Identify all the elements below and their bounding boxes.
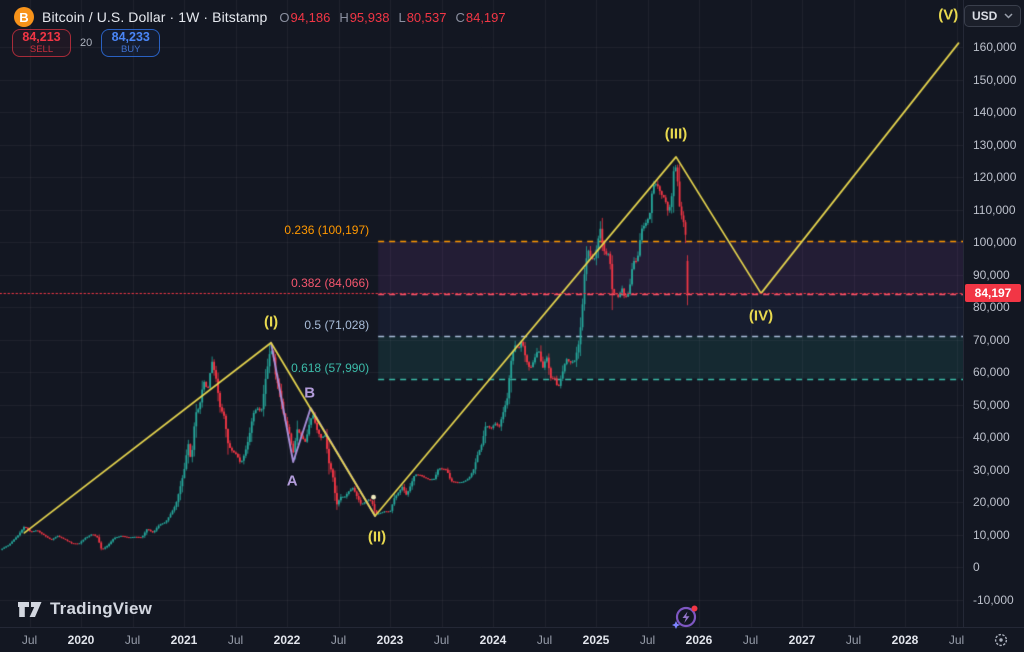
fib-level-label-0.5[interactable]: 0.5 (71,028) — [304, 318, 370, 333]
time-tick-2020.5: Jul — [124, 633, 141, 647]
price-tick-120000: 120,000 — [973, 170, 1017, 184]
price-tick-30000: 30,000 — [973, 462, 1010, 477]
time-tick-2024.5: Jul — [536, 633, 553, 647]
time-tick-2028.5: Jul — [948, 633, 965, 647]
trade-buttons: 84,213 SELL 20 84,233 BUY — [12, 29, 161, 57]
time-tick-2026.5: Jul — [742, 633, 759, 647]
open-key: O — [279, 9, 290, 25]
high-value: 95,938 — [349, 9, 390, 25]
price-chart-canvas[interactable] — [0, 0, 963, 627]
close-value: 84,197 — [465, 9, 506, 25]
price-scale[interactable]: USD 160,000 150,000 140,000 130,000 120,000 1… — [963, 0, 1024, 627]
sell-button[interactable]: 84,213 SELL — [12, 29, 71, 57]
price-tick-40000: 40,000 — [973, 430, 1010, 444]
price-tick-20000: 20,000 — [973, 495, 1010, 509]
time-tick-2023: 2023 — [376, 633, 404, 647]
symbol-title[interactable]: Bitcoin / U.S. Dollar · 1W · Bitstamp — [42, 9, 268, 25]
time-tick-2022.5: Jul — [330, 633, 347, 647]
time-tick-2026: 2026 — [685, 633, 713, 647]
fib-level-label-0.618[interactable]: 0.618 (57,990) — [291, 360, 370, 375]
wave-label-iii[interactable]: (III) — [664, 125, 688, 143]
sell-label: SELL — [29, 43, 54, 55]
time-tick-2028: 2028 — [891, 633, 919, 647]
chevron-down-icon — [1004, 13, 1013, 19]
spread-value: 20 — [80, 37, 93, 49]
tradingview-logo[interactable]: TradingView — [18, 599, 152, 619]
tradingview-logo-text: TradingView — [50, 599, 153, 618]
price-tick-80000: 80,000 — [973, 300, 1010, 314]
time-tick-2024: 2024 — [479, 633, 507, 647]
buy-label: BUY — [120, 43, 141, 55]
fib-level-label-0.382[interactable]: 0.382 (84,066) — [291, 275, 370, 290]
fib-level-label-0.236[interactable]: 0.236 (100,197) — [284, 223, 370, 238]
high-key: H — [339, 9, 349, 25]
price-tick-50000: 50,000 — [973, 397, 1010, 412]
time-tick-2022: 2022 — [273, 633, 301, 647]
open-value: 94,186 — [290, 9, 331, 25]
price-tick-150000: 150,000 — [973, 72, 1017, 87]
buy-button[interactable]: 84,233 BUY — [101, 29, 161, 57]
price-tick-70000: 70,000 — [973, 332, 1010, 347]
price-tick-90000: 90,000 — [973, 267, 1010, 282]
time-tick-2027.5: Jul — [845, 633, 862, 647]
close-key: C — [455, 9, 465, 25]
time-tick-2023.5: Jul — [433, 633, 450, 647]
wave-label-ii[interactable]: (II) — [367, 528, 387, 546]
time-tick-2021.5: Jul — [227, 633, 244, 647]
price-tick--10000: -10,000 — [973, 592, 1014, 607]
price-tick-10000: 10,000 — [973, 527, 1010, 542]
currency-selector[interactable]: USD — [964, 5, 1021, 27]
correction-label-a[interactable]: A — [286, 472, 298, 490]
scale-settings-gear-icon[interactable] — [993, 632, 1009, 652]
low-key: L — [398, 9, 406, 25]
price-tick-130000: 130,000 — [973, 137, 1017, 152]
current-price-tag: 84,197 — [965, 284, 1021, 303]
price-tick-0: 0 — [973, 560, 980, 574]
time-tick-2019.5: Jul — [21, 633, 38, 647]
bitcoin-icon: B — [14, 7, 34, 27]
time-tick-2021: 2021 — [170, 633, 198, 647]
buy-price: 84,233 — [111, 30, 150, 45]
chart-drawings-overlay: (I) (II) (III) (IV) (V) A B 0.236 (100,197) 0.38… — [263, 6, 959, 546]
price-tick-100000: 100,000 — [973, 235, 1017, 249]
price-tick-60000: 60,000 — [973, 365, 1010, 379]
time-tick-2025.5: Jul — [639, 633, 656, 647]
currency-label: USD — [972, 9, 998, 23]
symbol-header: B Bitcoin / U.S. Dollar · 1W · Bitstamp … — [14, 7, 506, 27]
ai-assistant-icon[interactable] — [669, 602, 703, 637]
sell-price: 84,213 — [22, 30, 61, 45]
time-scale[interactable]: Jul 2020 Jul 2021 Jul 2022 Jul 2023 Jul 2024 Jul 20… — [0, 627, 1024, 652]
price-tick-140000: 140,000 — [973, 105, 1017, 119]
ohlc-readout: O 94,186 H 95,938 L 80,537 C 84,197 — [279, 10, 505, 25]
correction-label-b[interactable]: B — [304, 384, 316, 402]
tradingview-mark-icon — [18, 601, 42, 617]
price-tick-160000: 160,000 — [973, 40, 1017, 54]
time-tick-2020: 2020 — [67, 633, 95, 647]
time-tick-2025: 2025 — [582, 633, 610, 647]
low-value: 80,537 — [406, 9, 447, 25]
time-tick-2027: 2027 — [788, 633, 816, 647]
wave-label-iv[interactable]: (IV) — [748, 307, 774, 325]
price-tick-110000: 110,000 — [973, 202, 1016, 217]
wave-label-v[interactable]: (V) — [938, 6, 959, 24]
wave-label-i[interactable]: (I) — [263, 313, 279, 331]
